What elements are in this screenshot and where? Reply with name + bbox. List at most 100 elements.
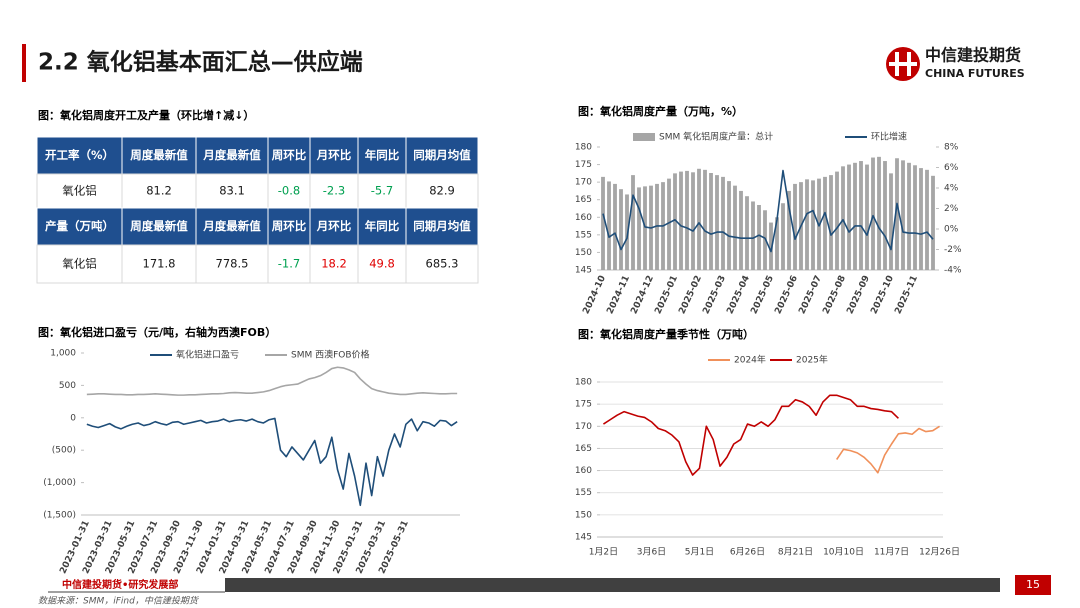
series-line [602, 394, 899, 476]
bar [709, 173, 713, 270]
cell-text: -0.8 [278, 184, 300, 198]
x-tick-label: 6月26日 [730, 547, 765, 558]
header-text: 年同比 [365, 148, 400, 162]
y-tick-label: 170 [575, 422, 592, 432]
legend-label: 2024年 [734, 354, 766, 366]
y-tick-label: 165 [575, 444, 592, 454]
legend-label: 2025年 [796, 354, 828, 366]
cell-text: 49.8 [369, 257, 395, 271]
bar [835, 171, 839, 270]
y-tick-label: 165 [575, 195, 592, 205]
y-tick-label: 160 [575, 213, 592, 223]
bar [859, 161, 863, 270]
x-tick-label: 2025-09 [845, 274, 872, 316]
x-tick-label: 2025-05 [749, 274, 776, 316]
x-tick-label: 2024-12 [629, 274, 656, 316]
cell-text: -1.7 [278, 257, 300, 271]
header-cell [405, 207, 479, 246]
header-cell [357, 136, 407, 175]
cell-text: 82.9 [429, 184, 455, 198]
bar [829, 175, 833, 270]
y2-tick-label: -2% [944, 245, 962, 255]
y2-tick-label: -4% [944, 266, 962, 276]
bar [901, 160, 905, 270]
x-tick-label: 2025-03 [701, 274, 728, 316]
footer: 中信建投期货•研究发展部 15 数据来源：SMM，iFind，中信建投期货 [38, 575, 1051, 607]
y-tick-label: 145 [575, 533, 592, 543]
bar [739, 190, 743, 270]
y-tick-label: 170 [575, 178, 592, 188]
bar [757, 204, 761, 270]
y-tick-label: 175 [575, 160, 592, 170]
cell-text: 氧化铝 [62, 257, 97, 271]
x-tick-label: 2024-11 [605, 274, 632, 316]
bar [751, 201, 755, 270]
y-tick-label: 500 [59, 381, 76, 391]
bar [925, 169, 929, 270]
header-text: 同期月均值 [413, 219, 471, 233]
x-tick-label: 2024-10 [581, 274, 608, 316]
y2-tick-label: 2% [944, 204, 959, 214]
bar [853, 162, 857, 270]
bar [619, 189, 623, 270]
cell-text: 83.1 [219, 184, 245, 198]
bar [895, 158, 899, 270]
x-tick-label: 2025-11 [893, 274, 920, 316]
bar [625, 194, 629, 270]
table-cell [267, 244, 311, 284]
header-cell [267, 207, 311, 246]
bar [805, 179, 809, 270]
page-box [1015, 575, 1051, 595]
legend-label: SMM 西澳FOB价格 [291, 349, 370, 361]
chart: 图：氧化铝周度产量季节性（万吨） 145 150 155 160 165 170 175 180… [575, 327, 960, 558]
series-line [836, 425, 941, 474]
x-tick-label: 11月7日 [874, 547, 909, 558]
bar [703, 169, 707, 270]
table-cell [36, 244, 123, 284]
footer-dept: 中信建投期货•研究发展部 [62, 578, 178, 591]
bar [883, 161, 887, 270]
header-cell [121, 207, 197, 246]
logo: 中信建投期货 CHINA FUTURES [886, 46, 1025, 81]
footer-bar [225, 578, 1000, 592]
table-cell [121, 173, 197, 209]
y-tick-label: 150 [575, 510, 592, 520]
header-cell [405, 136, 479, 175]
y-tick-label: 180 [575, 378, 592, 388]
y-tick-label: 160 [575, 466, 592, 476]
header-cell [267, 136, 311, 175]
bar [865, 164, 869, 270]
y-tick-label: 180 [575, 143, 592, 153]
bar [691, 172, 695, 270]
x-tick-label: 1月2日 [589, 547, 618, 558]
bar [793, 183, 797, 270]
chart: 图：氧化铝周度产量（万吨，%） 145 150 155 160 165 170 175 180 -… [575, 104, 962, 316]
y-tick-label: 145 [575, 266, 592, 276]
bar [769, 222, 773, 270]
y-tick-label: (1,000) [43, 478, 76, 488]
legend-label: 氧化铝进口盈亏 [176, 349, 239, 361]
bar [913, 165, 917, 270]
bar [931, 175, 935, 270]
header-text: 月环比 [316, 219, 352, 233]
cell-text: 氧化铝 [62, 184, 97, 198]
chart-title: 图：氧化铝进口盈亏（元/吨，右轴为西澳FOB） [38, 325, 276, 339]
legend-label: SMM 氧化铝周度产量：总计 [659, 131, 773, 143]
table-cell [121, 244, 197, 284]
header-cell [36, 136, 123, 175]
bar [685, 170, 689, 270]
bar [745, 196, 749, 270]
bar [601, 176, 605, 270]
bar [775, 217, 779, 270]
header-text: 开工率（%） [45, 148, 114, 162]
bar [823, 176, 827, 270]
header-text: 周环比 [272, 219, 307, 233]
bar [787, 190, 791, 270]
y-tick-label: 155 [575, 230, 592, 240]
x-tick-label: 2025-06 [773, 274, 800, 316]
x-tick-label: 3月6日 [637, 547, 666, 558]
y2-tick-label: 4% [944, 184, 959, 194]
bar [871, 157, 875, 270]
header-text: 周度最新值 [130, 148, 188, 162]
